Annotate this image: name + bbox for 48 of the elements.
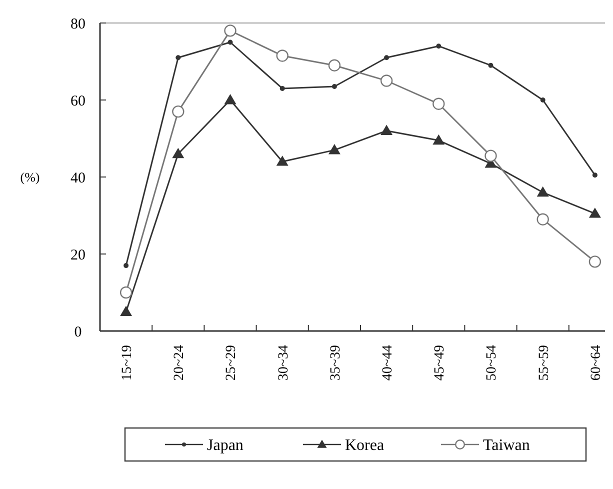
point — [536, 213, 549, 226]
y-tick-label: 40 — [70, 170, 86, 186]
point — [488, 62, 494, 68]
x-tick-label: 15~19 — [120, 345, 135, 381]
point — [436, 44, 442, 49]
point — [224, 94, 236, 104]
point — [228, 40, 233, 45]
point — [588, 208, 601, 218]
point — [176, 55, 181, 60]
x-tick-label: 25~29 — [224, 345, 240, 381]
legend-label: Korea — [345, 437, 384, 454]
x-tick-label: 45~49 — [432, 345, 448, 381]
y-tick-label: 60 — [70, 93, 86, 110]
x-tick-label: 50~54 — [484, 345, 500, 381]
point — [276, 156, 288, 166]
point — [172, 105, 184, 118]
point — [380, 74, 393, 87]
point — [120, 306, 132, 316]
point — [172, 148, 184, 158]
point — [224, 24, 236, 37]
x-tick-label: 60~64 — [588, 345, 604, 381]
y-tick-label: 20 — [70, 247, 86, 264]
point — [384, 55, 390, 60]
x-tick-label: 55~59 — [536, 345, 552, 381]
point — [432, 98, 445, 110]
x-tick-label: 20~24 — [172, 345, 188, 381]
point — [536, 186, 549, 197]
legend-label: Japan — [207, 437, 244, 454]
point — [432, 134, 445, 145]
point — [484, 150, 497, 162]
point — [380, 124, 393, 135]
point — [280, 86, 285, 91]
y-axis-title: (%) — [20, 170, 40, 185]
y-tick-label: 80 — [70, 16, 86, 32]
point — [588, 256, 602, 268]
x-tick-label: 35~39 — [328, 345, 344, 381]
point — [124, 263, 129, 268]
x-tick-label: 40~44 — [380, 345, 396, 381]
point — [540, 98, 546, 102]
point — [592, 172, 598, 178]
point — [328, 59, 341, 72]
y-tick-label: 0 — [74, 324, 82, 340]
point — [120, 286, 132, 299]
legend-label: Taiwan — [483, 437, 530, 454]
point — [332, 84, 337, 90]
x-tick-label: 30~34 — [276, 345, 292, 381]
point — [276, 50, 288, 62]
point — [328, 144, 340, 154]
